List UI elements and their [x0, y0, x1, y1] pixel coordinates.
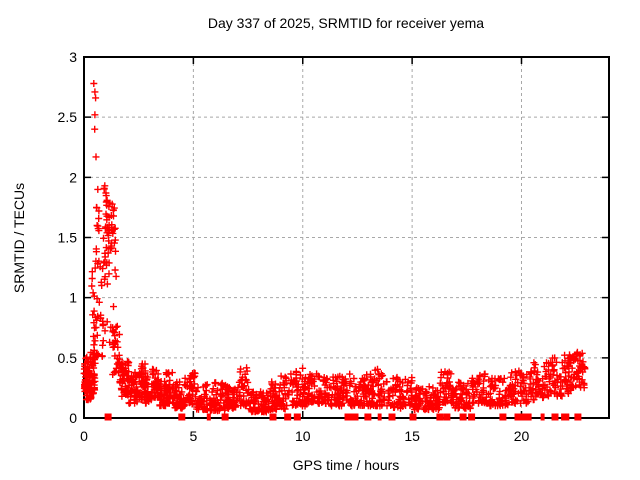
gridlines [84, 57, 609, 418]
zero-thin-marker [206, 413, 210, 421]
chart-title: Day 337 of 2025, SRMTID for receiver yem… [208, 15, 484, 31]
zero-square-marker [499, 413, 507, 421]
x-tick-label: 5 [189, 428, 197, 444]
y-tick-label: 2.5 [58, 109, 78, 125]
zero-square-marker [409, 413, 417, 421]
y-axis-label: SRMTID / TECUs [11, 183, 27, 293]
zero-square-marker [436, 413, 444, 421]
zero-square-marker [351, 413, 359, 421]
zero-thin-marker [377, 413, 381, 421]
zero-square-marker [459, 413, 467, 421]
zero-thin-marker [379, 413, 382, 421]
zero-square-marker [269, 413, 277, 421]
x-tick-label: 20 [514, 428, 530, 444]
zero-square-marker [443, 413, 451, 421]
zero-square-marker [364, 413, 372, 421]
zero-square-marker [561, 413, 569, 421]
zero-square-marker [468, 413, 476, 421]
zero-square-marker [388, 413, 396, 421]
zero-thin-marker [540, 413, 543, 421]
zero-square-marker [344, 413, 352, 421]
y-tick-label: 0.5 [58, 350, 78, 366]
x-tick-label: 0 [80, 428, 88, 444]
x-tick-label: 10 [295, 428, 311, 444]
y-tick-label: 3 [69, 49, 77, 65]
zero-thin-marker [565, 413, 568, 421]
y-tick-label: 2 [69, 169, 77, 185]
grid-path [84, 57, 609, 418]
zero-square-marker [178, 413, 186, 421]
y-tick-label: 0 [69, 410, 77, 426]
zero-square-marker [524, 413, 532, 421]
y-tick-label: 1.5 [58, 230, 78, 246]
zero-square-marker [293, 413, 301, 421]
zero-thin-marker [208, 413, 211, 421]
zero-square-marker [284, 413, 292, 421]
zero-square-marker [518, 413, 526, 421]
y-tick-label: 1 [69, 290, 77, 306]
data-points [80, 80, 589, 421]
x-tick-label: 15 [404, 428, 420, 444]
zero-thin-marker [566, 413, 570, 421]
zero-square-marker [221, 413, 229, 421]
zero-square-marker [551, 413, 559, 421]
srmtid-plus-markers [80, 80, 589, 416]
zero-square-marker [514, 413, 522, 421]
zero-thin-marker [542, 413, 545, 421]
zero-square-marker [574, 413, 582, 421]
zero-square-marker [104, 413, 112, 421]
x-axis-label: GPS time / hours [293, 457, 400, 473]
tick-labels: 0 5 10 15 20 0 0.5 1 1.5 2 2.5 3 [58, 49, 530, 444]
